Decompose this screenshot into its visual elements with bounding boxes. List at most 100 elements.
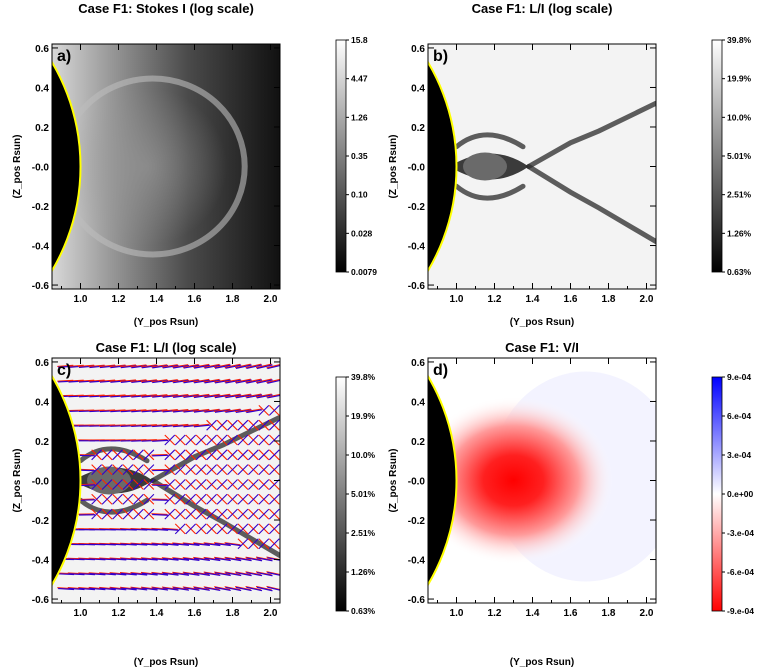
vector-mark <box>245 556 262 561</box>
vector-mark <box>193 363 210 368</box>
x-tick-label: 1.0 <box>450 608 464 619</box>
vector-mark <box>268 508 280 520</box>
vector-mark <box>130 586 147 590</box>
vector-mark <box>258 479 270 490</box>
vector-mark <box>203 542 220 546</box>
vector-mark <box>185 464 197 476</box>
vector-mark <box>140 379 157 383</box>
vector-mark <box>258 404 270 416</box>
y-tick-label: -0.0 <box>408 163 426 174</box>
vector-mark <box>237 523 249 535</box>
vector-mark <box>214 572 231 577</box>
vector-mark <box>99 409 116 412</box>
vector-mark <box>182 393 199 398</box>
vector-mark <box>152 513 169 516</box>
vector-mark <box>151 424 168 427</box>
vector-mark <box>267 586 280 591</box>
vector-mark <box>151 586 168 590</box>
x-tick-label: 2.0 <box>264 294 278 305</box>
vector-mark <box>245 408 262 413</box>
vector-mark <box>112 493 123 505</box>
vector-mark <box>248 479 259 490</box>
vector-mark <box>185 508 197 520</box>
panel-3: 1.0 1.2 1.4 1.6 1.8 2.0 -0.6 -0.4 -0.2 -0.0 0.2 0.4… <box>12 340 376 668</box>
vector-mark <box>152 439 169 442</box>
vector-mark <box>172 364 189 368</box>
vector-mark <box>109 364 126 368</box>
vector-mark <box>78 394 95 397</box>
y-tick-label: 0.6 <box>35 44 49 55</box>
vector-mark <box>183 557 200 561</box>
vector-mark <box>235 586 251 591</box>
vector-mark <box>258 449 270 461</box>
x-tick-label: 1.6 <box>188 608 202 619</box>
vector-mark <box>227 493 238 505</box>
vector-mark <box>256 557 273 562</box>
vector-mark <box>267 394 280 399</box>
colorbar <box>711 39 723 273</box>
vector-mark <box>195 464 207 476</box>
y-tick-label: -0.6 <box>32 281 50 292</box>
vector-mark <box>224 586 241 591</box>
colorbar-tick-label: 0.63% <box>727 267 752 277</box>
vector-mark <box>182 363 199 368</box>
vector-mark <box>112 449 123 461</box>
x-tick-label: 1.0 <box>450 294 464 305</box>
vector-mark <box>78 469 96 472</box>
vector-mark <box>172 379 189 383</box>
y-tick-label: -0.4 <box>408 242 426 253</box>
vector-mark <box>235 557 252 562</box>
vector-mark <box>162 572 179 576</box>
vector-mark <box>88 364 105 368</box>
x-axis-label: (Y_pos Rsun) <box>134 317 198 328</box>
vector-mark <box>122 449 134 461</box>
vector-mark <box>58 587 75 591</box>
vector-mark <box>225 542 242 547</box>
vector-mark <box>193 378 210 383</box>
vector-mark <box>119 379 137 383</box>
vector-mark <box>246 557 263 562</box>
vector-mark <box>216 493 228 505</box>
vector-mark <box>235 586 252 592</box>
solar-limb <box>52 374 82 587</box>
vector-mark <box>255 363 272 369</box>
vector-mark <box>246 394 263 399</box>
vector-mark <box>182 378 199 383</box>
vector-mark <box>185 449 197 461</box>
vector-mark <box>245 585 262 591</box>
red-region <box>428 396 614 565</box>
colorbar-tick-label: 0.63% <box>351 606 376 616</box>
vector-mark <box>130 409 147 412</box>
vector-mark <box>161 527 178 531</box>
vector-mark <box>91 464 103 476</box>
vector-mark <box>143 479 155 490</box>
vector-mark <box>151 513 168 515</box>
vector-mark <box>152 528 169 531</box>
vector-mark <box>173 557 190 561</box>
vector-mark <box>248 449 259 461</box>
vector-mark <box>112 464 123 476</box>
x-tick-label: 1.2 <box>112 294 126 305</box>
y-tick-label: -0.6 <box>408 281 426 292</box>
x-tick-label: 2.0 <box>640 608 654 619</box>
vector-mark <box>214 409 231 413</box>
colorbar <box>335 39 347 273</box>
vector-mark <box>204 557 221 562</box>
colorbar-tick-label: 0.e+00 <box>727 489 754 499</box>
x-tick-label: 1.4 <box>150 294 164 305</box>
vector-mark <box>204 364 221 369</box>
vector-mark <box>195 479 207 490</box>
vector-mark <box>267 379 280 384</box>
vector-mark <box>237 419 249 431</box>
colorbar-tick-label: 0.10 <box>351 190 368 200</box>
vector-mark <box>183 543 200 546</box>
vector-mark <box>258 523 270 535</box>
colorbar-tick-label: -3.e-04 <box>727 528 754 538</box>
panel-label: a) <box>57 48 71 65</box>
colorbar-tick-label: 39.8% <box>727 35 752 45</box>
vector-mark <box>193 556 210 561</box>
vector-mark <box>183 587 200 591</box>
vector-mark <box>101 493 113 505</box>
vector-mark <box>130 379 147 383</box>
x-tick-label: 1.6 <box>564 608 578 619</box>
